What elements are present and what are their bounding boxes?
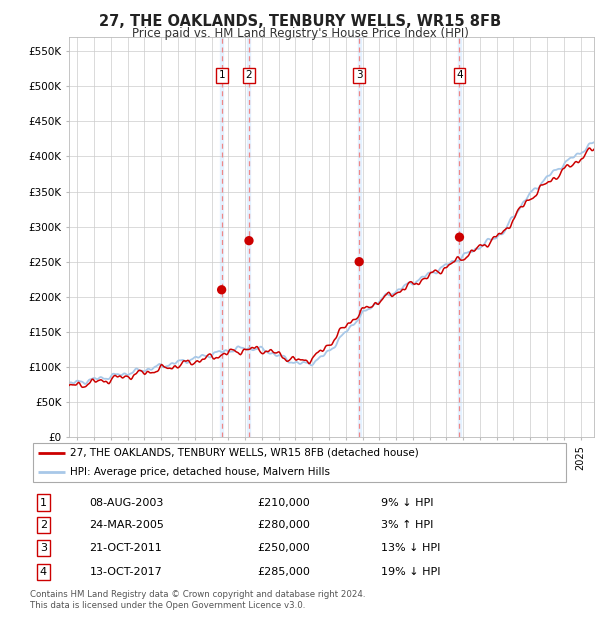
- Bar: [247, 37, 250, 437]
- Text: 2: 2: [40, 520, 47, 530]
- Text: 21-OCT-2011: 21-OCT-2011: [89, 543, 162, 553]
- Text: Contains HM Land Registry data © Crown copyright and database right 2024.
This d: Contains HM Land Registry data © Crown c…: [30, 590, 365, 609]
- Text: HPI: Average price, detached house, Malvern Hills: HPI: Average price, detached house, Malv…: [71, 467, 331, 477]
- Point: [217, 285, 226, 294]
- Text: 24-MAR-2005: 24-MAR-2005: [89, 520, 164, 530]
- Text: 1: 1: [40, 498, 47, 508]
- Text: 08-AUG-2003: 08-AUG-2003: [89, 498, 164, 508]
- Point: [244, 236, 254, 246]
- Text: 13% ↓ HPI: 13% ↓ HPI: [381, 543, 440, 553]
- Point: [455, 232, 464, 242]
- Text: £280,000: £280,000: [257, 520, 310, 530]
- Text: 19% ↓ HPI: 19% ↓ HPI: [381, 567, 440, 577]
- Text: 4: 4: [456, 70, 463, 80]
- Text: 3: 3: [40, 543, 47, 553]
- Text: 1: 1: [218, 70, 225, 80]
- FancyBboxPatch shape: [33, 443, 566, 482]
- Text: £285,000: £285,000: [257, 567, 310, 577]
- Bar: [358, 37, 361, 437]
- Bar: [458, 37, 461, 437]
- Text: 3: 3: [356, 70, 362, 80]
- Point: [355, 257, 364, 267]
- Text: 9% ↓ HPI: 9% ↓ HPI: [381, 498, 433, 508]
- Text: 27, THE OAKLANDS, TENBURY WELLS, WR15 8FB: 27, THE OAKLANDS, TENBURY WELLS, WR15 8F…: [99, 14, 501, 29]
- Text: 4: 4: [40, 567, 47, 577]
- Bar: [220, 37, 223, 437]
- Text: 13-OCT-2017: 13-OCT-2017: [89, 567, 162, 577]
- Text: £210,000: £210,000: [257, 498, 310, 508]
- Text: 2: 2: [245, 70, 252, 80]
- Text: £250,000: £250,000: [257, 543, 310, 553]
- Text: Price paid vs. HM Land Registry's House Price Index (HPI): Price paid vs. HM Land Registry's House …: [131, 27, 469, 40]
- Text: 27, THE OAKLANDS, TENBURY WELLS, WR15 8FB (detached house): 27, THE OAKLANDS, TENBURY WELLS, WR15 8F…: [71, 448, 419, 458]
- Text: 3% ↑ HPI: 3% ↑ HPI: [381, 520, 433, 530]
